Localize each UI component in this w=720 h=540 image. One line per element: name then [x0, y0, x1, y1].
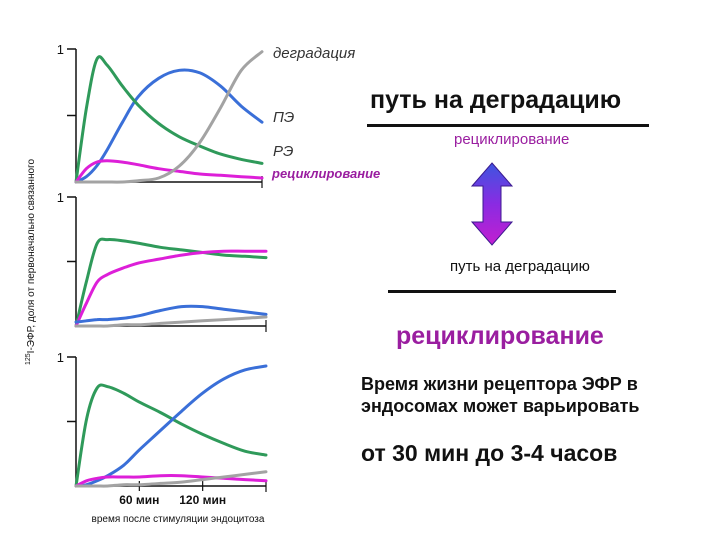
series-label-recycling: рециклирование — [271, 166, 380, 181]
lifetime-statement: Время жизни рецептора ЭФР в эндосомах мо… — [361, 374, 640, 416]
series-line — [74, 55, 264, 184]
degradation-label-small: путь на деградацию — [450, 258, 590, 275]
recycling-label-big: рециклирование — [396, 322, 604, 350]
series-line — [74, 249, 268, 328]
series-line — [74, 470, 268, 488]
lifetime-range: от 30 мин до 3-4 часов — [361, 440, 618, 466]
y-tick-label: 1 — [57, 190, 64, 205]
series-label-re: РЭ — [273, 143, 293, 160]
y-axis-title: 125I-ЭФР, доля от первоначально связанно… — [25, 159, 37, 365]
series-line — [74, 474, 268, 488]
series-line — [74, 159, 264, 184]
series-line — [74, 364, 268, 488]
y-tick-label: 1 — [57, 42, 64, 57]
series-line — [74, 304, 268, 324]
x-tick-label: 120 мин — [179, 493, 226, 507]
degradation-title: путь на деградацию — [370, 86, 622, 114]
isotope-superscript: 125 — [25, 353, 32, 365]
recycling-label-small: рециклирование — [454, 131, 570, 148]
y-tick-label: 1 — [57, 350, 64, 365]
double-arrow-icon — [470, 162, 514, 246]
x-axis-title: время после стимуляции эндоцитоза — [92, 514, 265, 525]
series-line — [74, 50, 264, 184]
series-label-pe: ПЭ — [273, 109, 294, 126]
x-tick-label: 60 мин — [119, 493, 159, 507]
divider-line — [367, 124, 649, 127]
y-axis-title-rest: I-ЭФР, доля от первоначально связанного — [26, 159, 37, 354]
series-line — [74, 315, 268, 328]
series-line — [74, 237, 268, 328]
divider-line — [388, 290, 616, 293]
series-label-degradation: деградация — [273, 45, 355, 62]
series-line — [74, 383, 268, 488]
series-line — [74, 68, 264, 184]
